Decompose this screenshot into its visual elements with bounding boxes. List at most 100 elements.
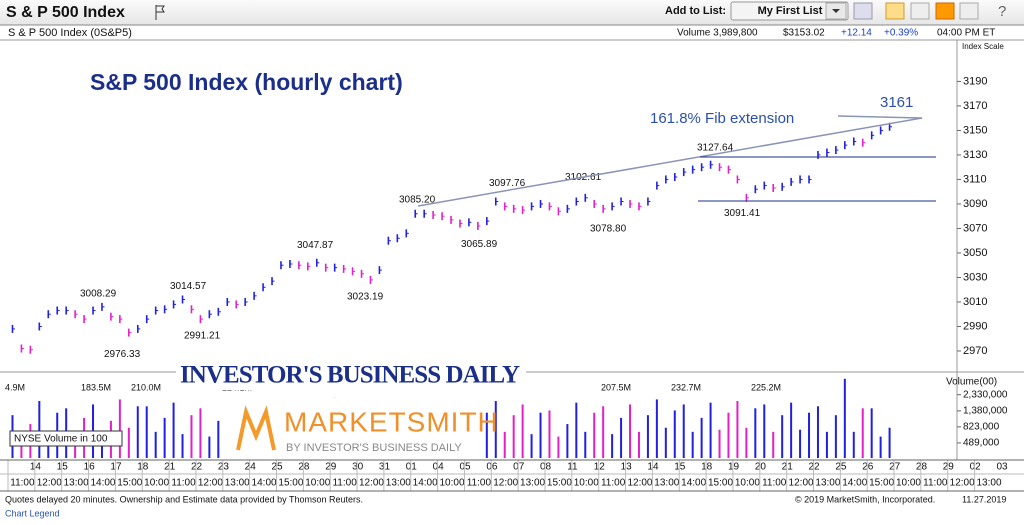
volume-bar xyxy=(888,427,891,458)
y2-tick-label: 1,380,000 xyxy=(963,406,1008,417)
y2-tick-label: 489,000 xyxy=(963,438,1000,449)
flag-icon[interactable] xyxy=(155,5,165,20)
help-icon[interactable]: ? xyxy=(998,3,1006,20)
x-time-label: 11:00 xyxy=(10,478,35,489)
volume-bar xyxy=(566,424,569,458)
chart-legend-link[interactable]: Chart Legend xyxy=(5,508,60,518)
volume-label: Volume(00) xyxy=(946,377,997,388)
volume-bar xyxy=(620,417,623,458)
volume-bar xyxy=(709,402,712,458)
volume-bar xyxy=(808,412,811,458)
symbol: S & P 500 Index (0S&P5) xyxy=(8,27,132,39)
volume-bar xyxy=(181,434,184,458)
logo-bg xyxy=(176,362,526,390)
y-tick-label: 3150 xyxy=(963,124,987,136)
fib-label: 161.8% Fib extension xyxy=(650,110,794,127)
x-tick-label: 04 xyxy=(433,462,445,473)
ms-logo: MARKETSMITH xyxy=(284,406,499,437)
volume-bar xyxy=(637,431,640,458)
ibd-logo: INVESTOR'S BUSINESS DAILY xyxy=(180,362,520,389)
price-label: 2976.33 xyxy=(104,349,141,360)
x-time-label: 12:00 xyxy=(198,478,223,489)
x-time-label: 13:00 xyxy=(520,478,545,489)
copyright: © 2019 MarketSmith, Incorporated. xyxy=(795,494,935,504)
volume-bar xyxy=(530,434,533,458)
x-tick-label: 24 xyxy=(245,462,257,473)
volume-bar xyxy=(127,427,130,458)
x-time-label: 10:00 xyxy=(440,478,465,489)
list-name[interactable]: My First List xyxy=(758,5,823,17)
x-tick-label: 18 xyxy=(701,462,713,473)
price-label: 3014.57 xyxy=(170,281,207,292)
price-label: 3127.64 xyxy=(697,142,734,153)
volume-info: Volume 3,989,800 xyxy=(677,28,758,39)
volume-total: 4.9M xyxy=(5,382,25,392)
x-time-label: 10:00 xyxy=(735,478,760,489)
x-time-label: 13:00 xyxy=(815,478,840,489)
x-time-label: 12:00 xyxy=(37,478,62,489)
volume-bar xyxy=(772,431,775,458)
price-label: 3078.80 xyxy=(590,223,627,234)
x-tick-label: 14 xyxy=(647,462,659,473)
volume-bar xyxy=(217,420,220,458)
x-tick-label: 13 xyxy=(621,462,633,473)
x-time-label: 10:00 xyxy=(305,478,330,489)
x-tick-label: 12 xyxy=(594,462,606,473)
footer-date: 11.27.2019 xyxy=(962,494,1006,504)
x-time-label: 14:00 xyxy=(681,478,706,489)
chart-icon[interactable] xyxy=(853,2,873,20)
x-time-label: 13:00 xyxy=(654,478,679,489)
x-tick-label: 05 xyxy=(459,462,471,473)
x-time-label: 11:00 xyxy=(762,478,787,489)
target-line xyxy=(837,115,923,119)
x-tick-label: 29 xyxy=(325,462,337,473)
x-time-label: 14:00 xyxy=(842,478,867,489)
y2-tick-label: 2,330,000 xyxy=(963,389,1008,400)
volume-bar xyxy=(790,402,793,458)
volume-bar xyxy=(172,402,175,458)
volume-bar xyxy=(745,427,748,458)
volume-bar xyxy=(539,412,542,458)
x-time-label: 13:00 xyxy=(225,478,250,489)
x-tick-label: 22 xyxy=(191,462,203,473)
add-to-list-label: Add to List: xyxy=(665,5,726,17)
volume-bar xyxy=(673,410,676,458)
volume-bar xyxy=(646,415,649,458)
price-label: 3008.29 xyxy=(80,289,117,300)
x-tick-label: 16 xyxy=(84,462,96,473)
rss-icon[interactable] xyxy=(935,2,955,20)
volume-bar xyxy=(879,436,882,458)
volume-bar xyxy=(100,436,103,458)
volume-bar xyxy=(118,399,121,458)
x-time-label: 13:00 xyxy=(386,478,411,489)
volume-bar xyxy=(503,431,506,458)
x-time-label: 12:00 xyxy=(950,478,975,489)
print-icon[interactable] xyxy=(910,2,930,20)
y-tick-label: 3010 xyxy=(963,296,987,308)
alert-icon[interactable] xyxy=(885,2,905,20)
volume-bar xyxy=(575,402,578,458)
x-tick-label: 26 xyxy=(862,462,874,473)
x-time-label: 15:00 xyxy=(117,478,142,489)
x-tick-label: 31 xyxy=(379,462,391,473)
y-tick-label: 3070 xyxy=(963,222,987,234)
volume-bar xyxy=(208,436,211,458)
x-time-label: 15:00 xyxy=(708,478,733,489)
last-price: $3153.02 xyxy=(783,28,825,39)
list-dropdown[interactable] xyxy=(730,1,849,21)
volume-bar xyxy=(602,406,605,458)
header-bar xyxy=(0,0,1024,25)
x-tick-label: 17 xyxy=(110,462,122,473)
volume-bar xyxy=(584,431,587,458)
change-pct: +0.39% xyxy=(884,28,918,39)
volume-bar xyxy=(852,431,855,458)
price-label: 3097.76 xyxy=(489,178,526,189)
x-tick-label: 15 xyxy=(57,462,69,473)
tools-icon[interactable] xyxy=(959,2,979,20)
volume-bar xyxy=(700,417,703,458)
x-time-label: 12:00 xyxy=(493,478,518,489)
volume-bar xyxy=(655,399,658,458)
price-label: 2991.21 xyxy=(184,331,221,342)
